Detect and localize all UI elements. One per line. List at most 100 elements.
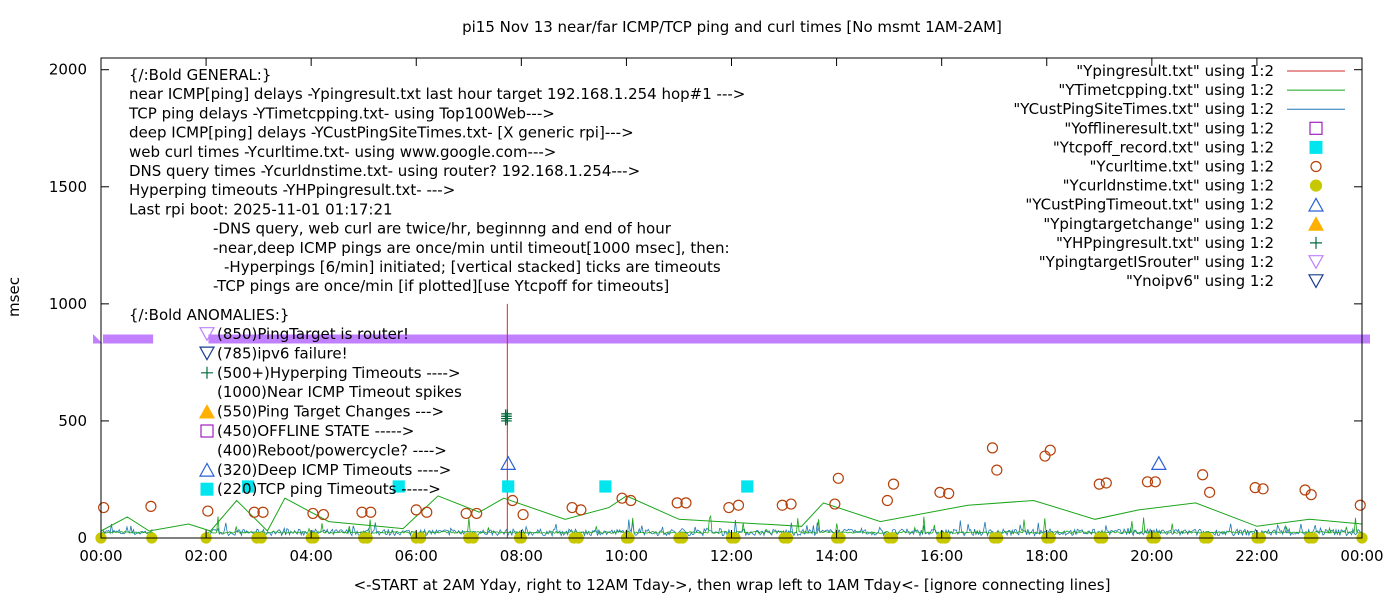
info-line: TCP ping delays -YTimetcpping.txt- using… xyxy=(128,104,555,122)
curl-point xyxy=(1305,489,1317,501)
tcp-timeout-point xyxy=(242,480,255,493)
curl-point xyxy=(1197,469,1209,481)
x-tick-label: 18:00 xyxy=(1025,547,1068,565)
tcp-timeout-point xyxy=(502,480,515,493)
x-tick-label: 06:00 xyxy=(395,547,438,565)
info-text: {/:Bold GENERAL:}near ICMP[ping] delays … xyxy=(128,66,745,498)
anomaly-marker-tri-up-blue xyxy=(198,462,216,477)
anomaly-line: (220)TCP ping Timeouts -----> xyxy=(217,480,441,498)
curl-point xyxy=(575,504,587,516)
tcp-ping-line xyxy=(100,495,1363,532)
x-axis-label: <-START at 2AM Yday, right to 12AM Tday-… xyxy=(354,576,1111,594)
info-line: {/:Bold GENERAL:} xyxy=(129,66,271,84)
curl-point xyxy=(1039,450,1051,462)
legend-label: "Ytcpoff_record.txt" using 1:2 xyxy=(1053,138,1274,157)
curl-point xyxy=(776,499,788,511)
curl-point xyxy=(887,478,900,490)
curl-point xyxy=(257,506,269,518)
legend-swatch-tri-down-open xyxy=(1307,255,1325,270)
legend-label: "YCustPingSiteTimes.txt" using 1:2 xyxy=(1013,100,1274,118)
info-line: -Hyperpings [6/min] initiated; [vertical… xyxy=(224,258,721,276)
x-tick-label: 20:00 xyxy=(1130,547,1173,565)
y-tick-label: 500 xyxy=(58,412,87,430)
curl-point xyxy=(410,504,422,516)
curl-point xyxy=(723,501,735,514)
legend-label: "Ypingtargetchange" using 1:2 xyxy=(1043,215,1274,233)
x-tick-label: 00:00 xyxy=(79,547,122,565)
chart-title: pi15 Nov 13 near/far ICMP/TCP ping and c… xyxy=(462,18,1002,36)
curl-point xyxy=(517,508,529,521)
curl-point xyxy=(1257,483,1269,495)
curl-point xyxy=(460,507,472,520)
tcp-timeout-point xyxy=(741,480,754,493)
curl-point xyxy=(829,498,841,510)
legend-label: "Ycurltime.txt" using 1:2 xyxy=(1089,158,1274,176)
y-axis-label: msec xyxy=(5,277,23,317)
x-tick-label: 08:00 xyxy=(500,547,543,565)
x-tick-label: 22:00 xyxy=(1235,547,1278,565)
curl-point xyxy=(1249,482,1261,494)
curl-point xyxy=(421,506,433,518)
legend-label: "Yofflineresult.txt" using 1:2 xyxy=(1064,119,1274,137)
curl-point xyxy=(506,494,519,507)
x-tick-label: 14:00 xyxy=(815,547,858,565)
legend-swatch-tri-up-open xyxy=(1307,197,1325,212)
hyperping-timeout-point xyxy=(502,409,512,419)
curl-point xyxy=(1044,444,1056,456)
curl-point xyxy=(671,497,683,509)
legend-swatch-square-filled xyxy=(1309,140,1323,154)
anomaly-marker-plus-green xyxy=(201,366,213,379)
info-line: Hyperping timeouts -YHPpingresult.txt- -… xyxy=(129,181,455,199)
tcp-timeout-point xyxy=(392,480,405,493)
info-line: Last rpi boot: 2025-11-01 01:17:21 xyxy=(129,200,393,218)
info-line: deep ICMP[ping] delays -YCustPingSiteTim… xyxy=(129,124,634,142)
anomaly-line: (450)OFFLINE STATE -----> xyxy=(217,422,414,440)
anomaly-line: (785)ipv6 failure! xyxy=(217,344,348,362)
x-tick-label: 02:00 xyxy=(184,547,227,565)
legend-label: "YTimetcpping.txt" using 1:2 xyxy=(1058,81,1274,99)
y-tick-label: 1500 xyxy=(49,178,87,196)
anomaly-marker-tri-up-gold xyxy=(198,404,216,419)
curl-point xyxy=(1093,478,1105,490)
x-tick-label: 10:00 xyxy=(605,547,648,565)
legend: "Ypingresult.txt" using 1:2"YTimetcpping… xyxy=(1013,62,1345,290)
y-tick-label: 1000 xyxy=(49,295,87,313)
anomaly-line: (550)Ping Target Changes ---> xyxy=(217,403,444,421)
curl-point xyxy=(365,506,377,518)
legend-label: "Ynoipv6" using 1:2 xyxy=(1126,272,1274,290)
x-tick-label: 16:00 xyxy=(920,547,963,565)
legend-label: "YCustPingTimeout.txt" using 1:2 xyxy=(1025,196,1274,214)
legend-label: "YHPpingresult.txt" using 1:2 xyxy=(1056,234,1274,252)
info-line: -TCP pings are once/min [if plotted][use… xyxy=(213,277,669,295)
y-tick-label: 2000 xyxy=(49,61,87,79)
info-line: web curl times -Ycurltime.txt- using www… xyxy=(129,143,556,161)
curl-point xyxy=(986,442,999,454)
anomaly-line: (500+)Hyperping Timeouts ----> xyxy=(217,364,461,382)
curl-point xyxy=(356,506,368,518)
legend-swatch-plus xyxy=(1310,236,1322,249)
anomaly-line: (320)Deep ICMP Timeouts ----> xyxy=(217,461,451,479)
curl-point xyxy=(98,501,110,514)
curl-point xyxy=(732,499,745,511)
curl-point xyxy=(1141,476,1154,488)
curl-point xyxy=(248,506,260,518)
anomaly-marker-tri-down-violet xyxy=(198,327,216,342)
legend-label: "Ycurldnstime.txt" using 1:2 xyxy=(1063,177,1274,195)
anomaly-line: (400)Reboot/powercycle? ----> xyxy=(217,441,447,459)
info-line: -near,deep ICMP pings are once/min until… xyxy=(213,239,730,257)
info-line: DNS query times -Ycurldnstime.txt- using… xyxy=(129,162,640,180)
axes: 0 500 1000 1500 2000 00:00 02:00 04:00 06:00 08:0… xyxy=(49,57,1384,565)
curl-point xyxy=(832,472,844,484)
legend-label: "YpingtargetISrouter" using 1:2 xyxy=(1039,253,1274,271)
curl-point xyxy=(625,494,637,507)
curl-point xyxy=(680,497,692,509)
curl-point xyxy=(202,505,214,517)
curl-point xyxy=(307,507,319,520)
curl-point xyxy=(1204,486,1216,498)
x-tick-label: 12:00 xyxy=(710,547,753,565)
legend-swatch-square-open xyxy=(1309,121,1323,135)
anomalies-title: {/:Bold ANOMALIES:} xyxy=(129,306,289,324)
deep-timeout-point xyxy=(500,455,517,470)
info-line: near ICMP[ping] delays -Ypingresult.txt … xyxy=(129,85,745,103)
legend-swatch-tri-up-filled xyxy=(1307,216,1325,231)
